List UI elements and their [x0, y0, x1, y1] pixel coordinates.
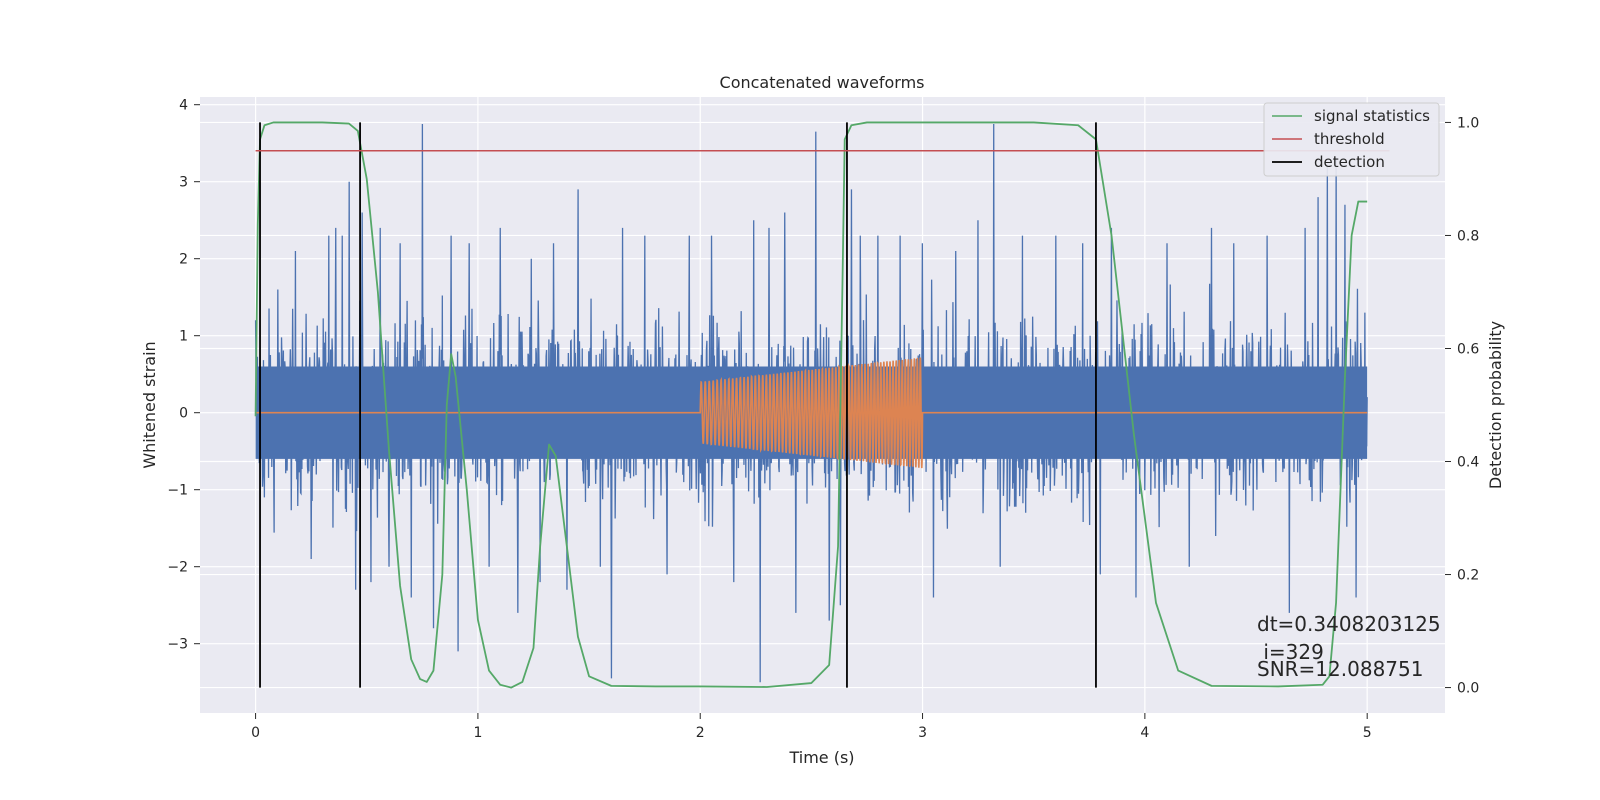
annotation-dt: dt=0.3408203125: [1257, 612, 1441, 636]
y-tick-label-right: 0.8: [1457, 228, 1479, 244]
x-axis-label: Time (s): [788, 748, 854, 767]
y-tick-label-right: 1.0: [1457, 115, 1479, 131]
y-tick-label-right: 0.4: [1457, 455, 1479, 471]
legend-box: [1263, 102, 1440, 177]
x-tick-label: 0: [251, 725, 260, 741]
y-tick-label-right: 0.2: [1457, 568, 1479, 584]
signal-statistics-series: [254, 121, 1368, 689]
chart-title: Concatenated waveforms: [720, 73, 925, 92]
signal-statistics-line: [254, 121, 1368, 689]
annotation-snr: SNR=12.088751: [1257, 657, 1423, 681]
y-tick-label: 2: [179, 252, 188, 268]
legend-label-detection: detection: [1314, 153, 1385, 171]
detection-lines: [259, 122, 1097, 688]
legend-label-threshold: threshold: [1314, 130, 1385, 148]
y-tick-label-right: 0.6: [1457, 341, 1479, 357]
y-tick-label: −2: [167, 560, 188, 576]
y-tick-label: 0: [179, 406, 188, 422]
x-tick-label: 2: [696, 725, 705, 741]
y-axis-label-right: Detection probability: [1486, 321, 1505, 489]
injected-waveform-series: [255, 357, 1368, 469]
x-tick-label: 1: [473, 725, 482, 741]
axis-ticks: 0 1 2 3 4 5 −3 −2 −1 0 1 2 3 4 0.0 0.2 0.4 0.6 0.8 1.0: [167, 98, 1479, 741]
y-tick-label: 4: [179, 98, 188, 114]
injected-waveform-line: [255, 357, 1368, 469]
y-tick-label-right: 0.0: [1457, 681, 1479, 697]
y-tick-label: −1: [167, 483, 188, 499]
y-tick-label: −3: [167, 637, 188, 653]
y-tick-label: 1: [179, 329, 188, 345]
legend-label-signal-statistics: signal statistics: [1314, 107, 1430, 125]
x-tick-label: 3: [918, 725, 927, 741]
y-axis-label: Whitened strain: [140, 341, 159, 468]
annotation-index: i=329: [1257, 640, 1324, 664]
x-tick-label: 5: [1363, 725, 1372, 741]
y-tick-label: 3: [179, 175, 188, 191]
x-tick-label: 4: [1140, 725, 1149, 741]
legend: signal statistics threshold detection: [1263, 102, 1440, 177]
